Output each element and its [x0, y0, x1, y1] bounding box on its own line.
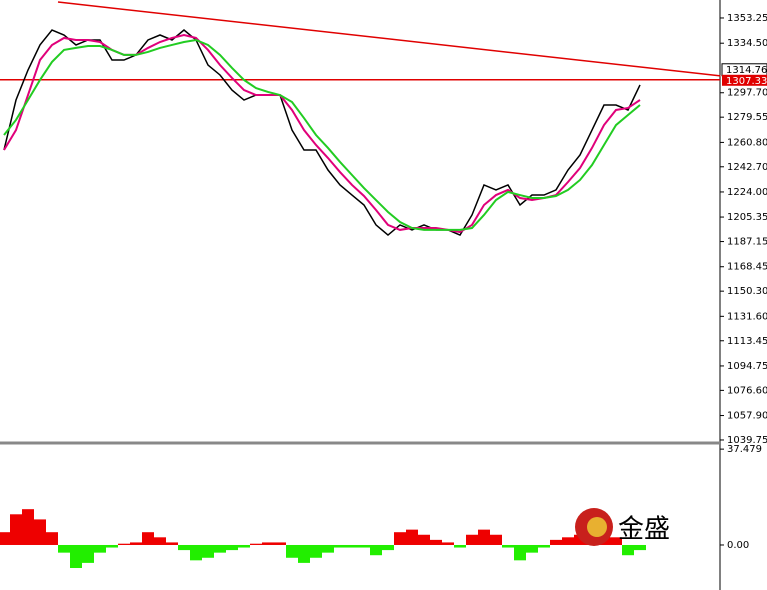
- histogram-bar: [94, 544, 106, 553]
- y-tick-label: 1113.45: [727, 336, 767, 347]
- level-box: [722, 74, 767, 86]
- y-tick-label: 1205.35: [727, 212, 767, 223]
- logo: [575, 508, 613, 546]
- histogram-bar: [514, 544, 526, 561]
- watermark: 金盛: [618, 515, 670, 545]
- y-tick-label: 1279.55: [727, 112, 767, 123]
- histogram-bar: [34, 519, 46, 545]
- histogram-bar: [370, 544, 382, 556]
- histogram-bar: [382, 544, 394, 551]
- y-tick-label: 1260.80: [727, 137, 767, 148]
- histogram-bar: [190, 544, 202, 561]
- histogram-bar: [250, 543, 262, 545]
- histogram-bar: [130, 542, 142, 545]
- histogram-bar: [262, 542, 274, 545]
- histogram-bar: [70, 544, 82, 569]
- histogram-bar: [106, 544, 118, 548]
- histogram-bar: [226, 544, 238, 551]
- y-tick-label: 1334.50: [727, 38, 767, 49]
- y-tick-label: 1131.60: [727, 311, 767, 322]
- histogram-bar: [286, 544, 298, 558]
- histogram-bar: [322, 544, 334, 553]
- histogram-bar: [442, 542, 454, 545]
- histogram-bar: [502, 544, 514, 548]
- histogram-bar: [490, 534, 502, 545]
- histogram-bar: [118, 543, 130, 545]
- histogram-bar: [466, 534, 478, 545]
- histogram-bar: [574, 534, 586, 545]
- histogram-bar: [394, 532, 406, 545]
- y-tick-label: 1297.70: [727, 88, 767, 99]
- histogram-bar: [310, 544, 322, 558]
- histogram-bar: [454, 544, 466, 548]
- y-tick-label: 0.00: [727, 540, 749, 551]
- histogram-bar: [22, 509, 34, 545]
- histogram-bar: [154, 537, 166, 545]
- histogram-bar: [82, 544, 94, 563]
- histogram-bar: [298, 544, 310, 563]
- histogram-bar: [334, 544, 346, 548]
- histogram-bar: [478, 529, 490, 545]
- series-line: [3, 29, 641, 237]
- histogram-bar: [58, 544, 70, 553]
- histogram-bar: [406, 529, 418, 545]
- histogram-bar: [10, 514, 22, 545]
- histogram-bar: [550, 539, 562, 545]
- y-tick-label: 1057.90: [727, 411, 767, 422]
- histogram-bar: [526, 544, 538, 553]
- level-label: 1307.33: [726, 76, 767, 87]
- histogram-bar: [538, 544, 550, 548]
- y-tick-label: 1187.15: [727, 237, 767, 248]
- histogram-bar: [202, 544, 214, 558]
- histogram-bar: [634, 544, 646, 551]
- y-tick-label: 1039.75: [727, 435, 767, 446]
- current-price-label: 1314.76: [726, 65, 767, 76]
- y-tick-label: 1224.00: [727, 187, 767, 198]
- histogram-bar: [166, 542, 178, 545]
- y-tick-label: 37.479: [727, 444, 762, 455]
- histogram-bar: [0, 532, 10, 545]
- y-tick-label: 1076.60: [727, 385, 767, 396]
- histogram-bar: [430, 539, 442, 545]
- histogram-bar: [178, 544, 190, 551]
- histogram-bar: [238, 544, 250, 548]
- histogram-bar: [46, 532, 58, 545]
- logo-inner: [587, 517, 607, 537]
- histogram-bar: [622, 544, 634, 556]
- histogram-bar: [214, 544, 226, 553]
- trendline: [57, 1, 721, 77]
- histogram-bar: [418, 534, 430, 545]
- y-tick-label: 1168.45: [727, 262, 767, 273]
- series-line: [3, 38, 641, 231]
- y-tick-label: 1094.75: [727, 361, 767, 372]
- histogram-bar: [562, 537, 574, 545]
- y-tick-label: 1242.70: [727, 162, 767, 173]
- histogram-bar: [358, 544, 370, 548]
- histogram-bar: [610, 537, 622, 545]
- histogram-bar: [274, 542, 286, 545]
- y-tick-label: 1353.25: [727, 13, 767, 24]
- histogram-bar: [346, 544, 358, 548]
- y-tick-label: 1150.30: [727, 286, 767, 297]
- histogram-bar: [142, 532, 154, 545]
